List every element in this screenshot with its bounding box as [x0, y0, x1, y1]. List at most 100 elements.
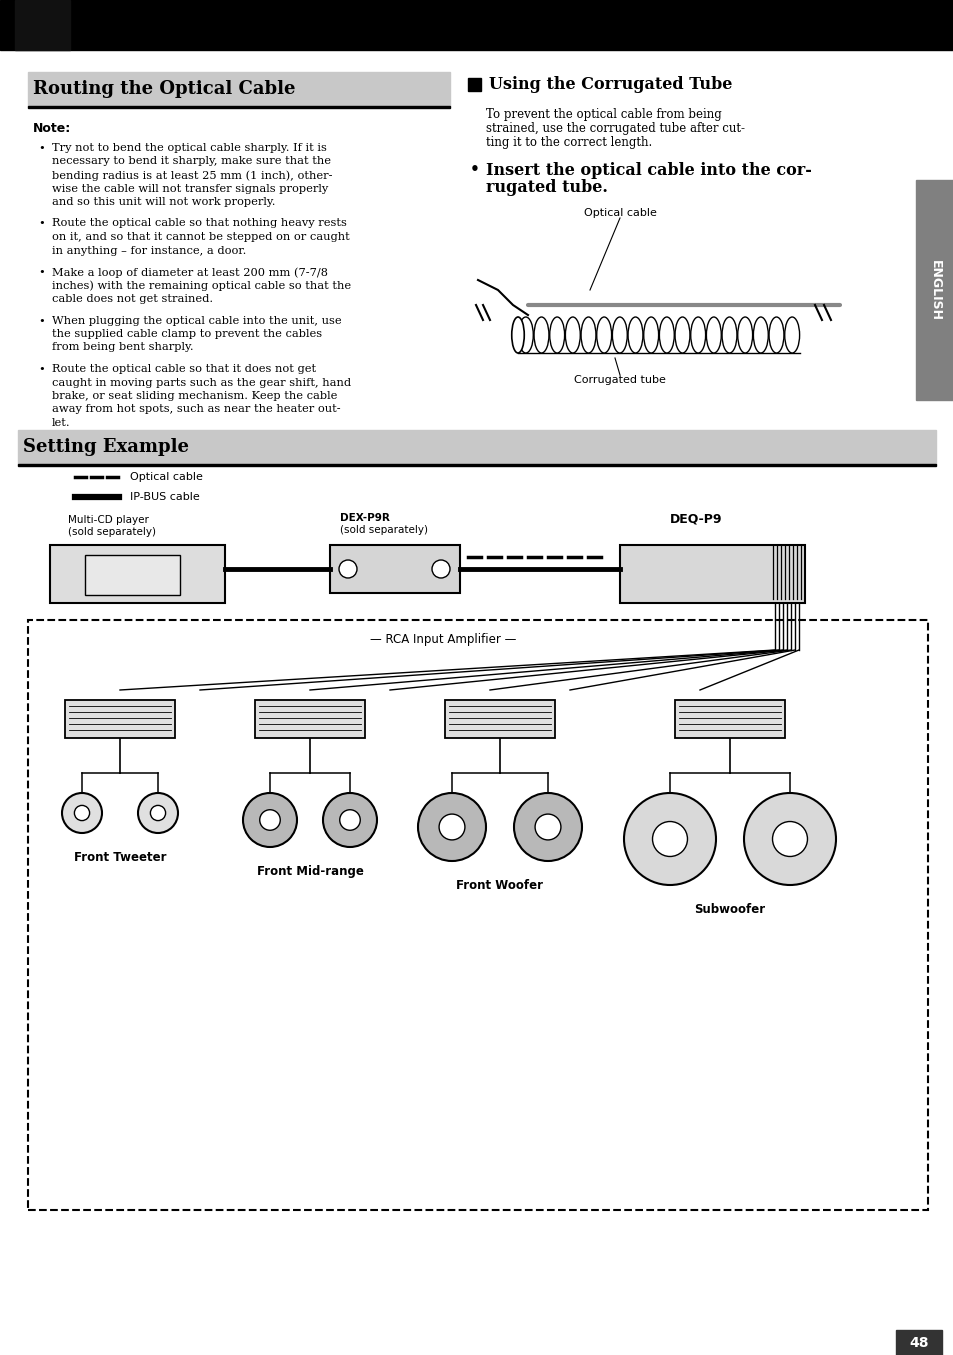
Text: Route the optical cable so that it does not get: Route the optical cable so that it does … [52, 364, 315, 374]
Circle shape [652, 821, 687, 856]
Ellipse shape [580, 317, 596, 354]
Text: Insert the optical cable into the cor-: Insert the optical cable into the cor- [485, 163, 811, 179]
Text: Front Mid-range: Front Mid-range [256, 864, 363, 878]
Circle shape [74, 805, 90, 821]
Text: wise the cable will not transfer signals properly: wise the cable will not transfer signals… [52, 183, 328, 194]
Text: Corrugated tube: Corrugated tube [574, 375, 665, 385]
Circle shape [259, 810, 280, 831]
Text: •: • [38, 144, 45, 153]
Bar [915, 180, 953, 400]
Text: DEX-P9R: DEX-P9R [339, 514, 390, 523]
Ellipse shape [534, 317, 548, 354]
Ellipse shape [517, 317, 533, 354]
Text: DEQ-P9: DEQ-P9 [669, 514, 721, 526]
Circle shape [417, 793, 485, 860]
Text: cable does not get strained.: cable does not get strained. [52, 294, 213, 304]
Bar [330, 545, 459, 593]
Bar [18, 463, 935, 466]
Ellipse shape [659, 317, 674, 354]
Text: Note:: Note: [33, 122, 71, 136]
Text: from being bent sharply.: from being bent sharply. [52, 343, 193, 352]
Bar [675, 701, 784, 738]
Text: Setting Example: Setting Example [23, 438, 189, 457]
Text: IP-BUS cable: IP-BUS cable [130, 492, 199, 501]
Text: ting it to the correct length.: ting it to the correct length. [485, 136, 652, 149]
Ellipse shape [753, 317, 767, 354]
Bar [28, 72, 450, 106]
Bar [65, 701, 174, 738]
Ellipse shape [565, 317, 579, 354]
Circle shape [323, 793, 376, 847]
Circle shape [62, 793, 102, 833]
Text: •: • [470, 163, 479, 178]
Circle shape [514, 793, 581, 860]
Bar [895, 1331, 941, 1355]
Bar [50, 545, 225, 603]
Text: on it, and so that it cannot be stepped on or caught: on it, and so that it cannot be stepped … [52, 232, 350, 243]
Text: Routing the Optical Cable: Routing the Optical Cable [33, 80, 295, 98]
Text: •: • [38, 316, 45, 325]
Circle shape [743, 793, 835, 885]
Circle shape [138, 793, 178, 833]
Text: necessary to bend it sharply, make sure that the: necessary to bend it sharply, make sure … [52, 156, 331, 167]
Ellipse shape [627, 317, 642, 354]
Text: Subwoofer: Subwoofer [694, 902, 764, 916]
Bar [254, 701, 365, 738]
Bar [619, 545, 804, 603]
Text: strained, use the corrugated tube after cut-: strained, use the corrugated tube after … [485, 122, 744, 136]
Text: Using the Corrugated Tube: Using the Corrugated Tube [489, 76, 732, 93]
Text: caught in moving parts such as the gear shift, hand: caught in moving parts such as the gear … [52, 378, 351, 388]
Bar [15, 0, 70, 50]
Text: •: • [38, 364, 45, 374]
Ellipse shape [690, 317, 705, 354]
Text: the supplied cable clamp to prevent the cables: the supplied cable clamp to prevent the … [52, 329, 322, 339]
Ellipse shape [612, 317, 627, 354]
Bar [468, 79, 480, 91]
Text: ENGLISH: ENGLISH [927, 260, 941, 321]
Text: inches) with the remaining optical cable so that the: inches) with the remaining optical cable… [52, 280, 351, 291]
Ellipse shape [675, 317, 689, 354]
Circle shape [772, 821, 806, 856]
Circle shape [432, 560, 450, 579]
Bar [28, 621, 927, 1210]
Ellipse shape [768, 317, 783, 354]
Text: When plugging the optical cable into the unit, use: When plugging the optical cable into the… [52, 316, 341, 325]
Text: (sold separately): (sold separately) [68, 527, 156, 537]
Ellipse shape [737, 317, 752, 354]
Text: Try not to bend the optical cable sharply. If it is: Try not to bend the optical cable sharpl… [52, 144, 327, 153]
Circle shape [438, 814, 464, 840]
Ellipse shape [784, 317, 799, 354]
Bar [444, 701, 555, 738]
Bar [0, 0, 953, 50]
Text: •: • [38, 267, 45, 276]
Text: — RCA Input Amplifier —: — RCA Input Amplifier — [370, 633, 516, 646]
Text: bending radius is at least 25 mm (1 inch), other-: bending radius is at least 25 mm (1 inch… [52, 169, 333, 180]
Ellipse shape [643, 317, 658, 354]
Text: (sold separately): (sold separately) [339, 524, 428, 535]
Text: in anything – for instance, a door.: in anything – for instance, a door. [52, 245, 246, 256]
Text: To prevent the optical cable from being: To prevent the optical cable from being [485, 108, 721, 121]
Text: Multi-CD player: Multi-CD player [68, 515, 149, 524]
Text: away from hot spots, such as near the heater out-: away from hot spots, such as near the he… [52, 405, 340, 415]
Text: brake, or seat sliding mechanism. Keep the cable: brake, or seat sliding mechanism. Keep t… [52, 392, 337, 401]
Circle shape [339, 810, 360, 831]
Text: Make a loop of diameter at least 200 mm (7-7/8: Make a loop of diameter at least 200 mm … [52, 267, 328, 278]
Text: 48: 48 [908, 1336, 928, 1350]
Circle shape [151, 805, 166, 821]
Circle shape [623, 793, 716, 885]
Text: let.: let. [52, 417, 71, 428]
Text: Front Tweeter: Front Tweeter [73, 851, 166, 864]
Ellipse shape [596, 317, 611, 354]
Bar [28, 106, 450, 108]
Ellipse shape [511, 317, 524, 354]
Bar [18, 430, 935, 463]
Ellipse shape [549, 317, 564, 354]
Ellipse shape [705, 317, 720, 354]
Circle shape [338, 560, 356, 579]
Text: rugated tube.: rugated tube. [485, 179, 607, 196]
Text: •: • [38, 218, 45, 229]
Bar [85, 556, 180, 595]
Text: and so this unit will not work properly.: and so this unit will not work properly. [52, 196, 275, 207]
Circle shape [243, 793, 296, 847]
Text: Optical cable: Optical cable [130, 472, 203, 482]
